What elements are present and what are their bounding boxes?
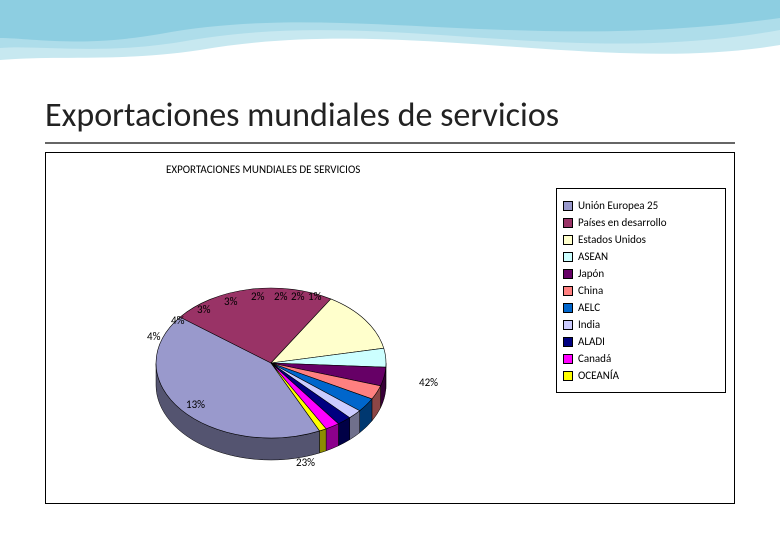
legend-item: OCEANÍA xyxy=(563,369,719,382)
legend-swatch xyxy=(563,286,573,296)
percent-label: 2% xyxy=(274,290,287,303)
percent-label: 2% xyxy=(291,290,304,303)
chart-title: EXPORTACIONES MUNDIALES DE SERVICIOS xyxy=(166,163,360,176)
pie-svg xyxy=(121,248,421,478)
legend-label: Países en desarrollo xyxy=(578,216,667,229)
pie-side xyxy=(320,429,327,453)
percent-label: 2% xyxy=(251,290,264,303)
legend-label: OCEANÍA xyxy=(578,369,619,382)
legend-label: Estados Unidos xyxy=(578,233,646,246)
legend-swatch xyxy=(563,235,573,245)
percent-label: 1% xyxy=(308,290,321,303)
percent-label: 3% xyxy=(224,295,237,308)
legend-label: AELC xyxy=(578,301,600,314)
percent-label: 13% xyxy=(186,398,205,411)
legend-item: India xyxy=(563,318,719,331)
legend-swatch xyxy=(563,218,573,228)
legend-label: Unión Europea 25 xyxy=(578,199,658,212)
legend-swatch xyxy=(563,320,573,330)
legend-label: Canadá xyxy=(578,352,611,365)
legend-swatch xyxy=(563,201,573,211)
title-underline xyxy=(45,142,735,144)
legend-item: ALADI xyxy=(563,335,719,348)
legend-item: Japón xyxy=(563,267,719,280)
legend-swatch xyxy=(563,269,573,279)
legend-item: Estados Unidos xyxy=(563,233,719,246)
percent-label: 42% xyxy=(419,376,438,389)
legend-label: India xyxy=(578,318,600,331)
legend-swatch xyxy=(563,252,573,262)
pie-chart: 42%23%13%4%4%3%3%2%2%2%1% xyxy=(121,248,421,478)
page-title: Exportaciones mundiales de servicios xyxy=(45,95,559,136)
wave-background xyxy=(0,0,780,100)
chart-container: EXPORTACIONES MUNDIALES DE SERVICIOS 42%… xyxy=(45,152,735,504)
legend: Unión Europea 25 Países en desarrollo Esta… xyxy=(556,188,726,393)
legend-item: Unión Europea 25 xyxy=(563,199,719,212)
legend-swatch xyxy=(563,303,573,313)
legend-swatch xyxy=(563,354,573,364)
legend-label: ALADI xyxy=(578,335,605,348)
percent-label: 4% xyxy=(147,330,160,343)
legend-item: Canadá xyxy=(563,352,719,365)
percent-label: 23% xyxy=(296,456,315,469)
percent-label: 4% xyxy=(171,314,184,327)
legend-item: ASEAN xyxy=(563,250,719,263)
percent-label: 3% xyxy=(197,303,210,316)
legend-label: Japón xyxy=(578,267,604,280)
legend-label: China xyxy=(578,284,603,297)
legend-swatch xyxy=(563,371,573,381)
legend-item: AELC xyxy=(563,301,719,314)
slide: Exportaciones mundiales de servicios EXP… xyxy=(0,0,780,540)
legend-item: Países en desarrollo xyxy=(563,216,719,229)
legend-item: China xyxy=(563,284,719,297)
legend-label: ASEAN xyxy=(578,250,608,263)
legend-swatch xyxy=(563,337,573,347)
